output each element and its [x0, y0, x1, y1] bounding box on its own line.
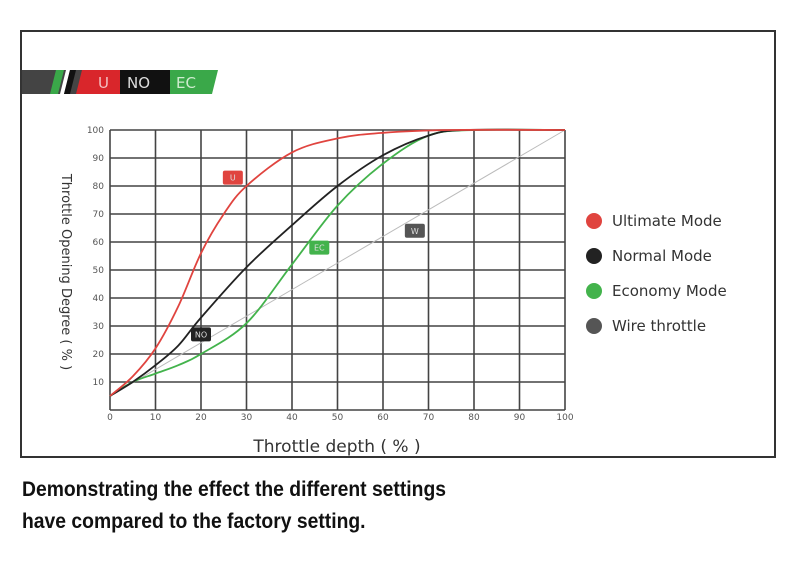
series-tag-no [191, 327, 211, 342]
series-tag-text: NO [195, 330, 207, 339]
y-tick-label: 40 [93, 294, 105, 304]
y-tick-label: 50 [93, 266, 105, 276]
series-line-normal-mode [109, 128, 566, 397]
x-tick-label: 60 [377, 413, 389, 423]
series-tag-w [404, 223, 425, 238]
y-tick-label: 10 [93, 378, 105, 388]
legend-item: Normal Mode [586, 247, 712, 265]
legend-marker-icon [586, 213, 602, 229]
series-tag-text: W [411, 227, 419, 236]
legend-item: Ultimate Mode [586, 212, 722, 230]
x-tick-label: 70 [423, 413, 435, 423]
legend-marker-icon [586, 318, 602, 334]
x-tick-label: 20 [195, 413, 207, 423]
x-tick-label: 90 [514, 413, 526, 423]
series-line-wire-throttle [109, 129, 566, 397]
legend-marker-icon [586, 248, 602, 264]
y-tick-label: 20 [93, 350, 105, 360]
legend-label: Ultimate Mode [612, 212, 722, 230]
mode-logo: U NO EC [22, 70, 218, 94]
y-tick-label: 30 [93, 322, 105, 332]
caption-line-2: have compared to the factory setting. [22, 510, 366, 533]
y-tick-label: 100 [87, 126, 104, 136]
series-tag-ec [309, 240, 330, 255]
x-tick-label: 50 [332, 413, 344, 423]
logo-u: U [98, 74, 109, 92]
legend-item: Wire throttle [586, 317, 706, 335]
x-tick-label: 40 [286, 413, 298, 423]
series-tag-text: EC [314, 244, 325, 253]
logo-ec: EC [176, 74, 196, 92]
y-tick-label: 60 [93, 238, 105, 248]
logo-no: NO [127, 74, 150, 92]
x-tick-label: 80 [468, 413, 480, 423]
y-axis-label: Throttle Opening Degree ( % ) [58, 173, 73, 370]
legend-marker-icon [586, 283, 602, 299]
x-tick-label: 30 [241, 413, 253, 423]
series-tag-u [222, 170, 243, 185]
x-tick-label: 10 [150, 413, 162, 423]
legend-label: Normal Mode [612, 247, 712, 265]
x-tick-label: 0 [107, 413, 113, 423]
x-tick-label: 100 [556, 413, 573, 423]
y-tick-label: 90 [93, 154, 105, 164]
series-line-ultimate-mode [109, 128, 566, 397]
y-tick-label: 70 [93, 210, 105, 220]
legend-label: Wire throttle [612, 317, 707, 335]
x-axis-label: Throttle depth ( % ) [252, 437, 420, 457]
caption-line-1: Demonstrating the effect the different s… [22, 478, 447, 501]
legend-label: Economy Mode [612, 282, 727, 300]
chart-frame [20, 30, 776, 458]
y-tick-label: 80 [93, 182, 105, 192]
legend-item: Economy Mode [586, 282, 727, 300]
series-tag-text: U [230, 174, 236, 183]
